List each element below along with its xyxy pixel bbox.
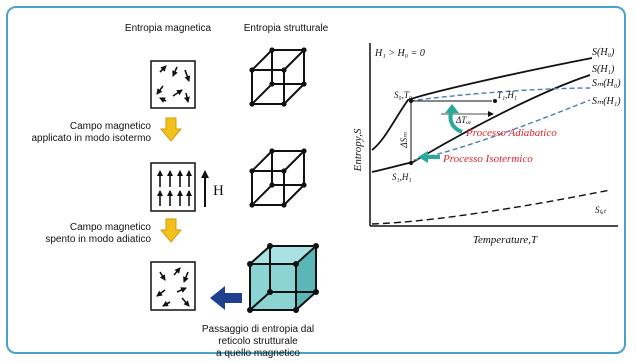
point-s1-h1 <box>409 161 413 165</box>
step1-line1: Campo magnetico <box>70 121 152 132</box>
label-Sm-H0: Sₘ(H₀) <box>592 78 621 89</box>
caption-line2: reticolo strutturale <box>218 336 298 347</box>
adiabatic-arrowhead <box>445 104 459 113</box>
x-axis-label: Temperature,T <box>473 234 538 246</box>
label-S-H0: S(H₀) <box>592 47 615 58</box>
curve-S-H1 <box>371 74 591 173</box>
curve-S-H0 <box>371 57 593 151</box>
arrow-left-blue <box>210 286 242 310</box>
point-s0-t0 <box>409 99 413 103</box>
point-t1-h1 <box>493 99 497 103</box>
step1-line2: applicato in modo isotermo <box>31 133 151 144</box>
label-S-H1: S(H₁) <box>592 64 615 75</box>
step2-line1: Campo magnetico <box>70 222 152 233</box>
lattice-cube-1 <box>249 47 307 107</box>
isothermal-arrowhead <box>418 151 428 163</box>
spin-box-random-2 <box>150 261 196 311</box>
curve-Sm-H0 <box>409 87 591 102</box>
condition-label: H₁ > H₀ = 0 <box>374 48 425 59</box>
step2-line2: spento in modo adiatico <box>45 234 151 245</box>
lattice-cube-2 <box>249 148 307 208</box>
heading-magnetic-entropy: Entropia magnetica <box>125 23 212 34</box>
entropy-chart: H₁ > H₀ = 0 Entropy,S Temperature,T S(H₀… <box>352 43 621 246</box>
caption-line1: Passaggio di entropia dal <box>202 324 314 335</box>
spin-box-aligned <box>150 162 196 212</box>
label-process-adiabatic: Processo Adiabatico <box>465 127 557 139</box>
spin-box-random-1 <box>150 60 196 109</box>
curve-S-lat <box>371 189 611 225</box>
label-process-isothermal: Processo Isotermico <box>442 153 533 165</box>
label-point-start: S₀,T₀ <box>394 90 412 100</box>
label-delta-s: ΔSₘ <box>399 132 409 149</box>
lattice-cube-3 <box>247 243 319 313</box>
figure-frame <box>6 6 626 354</box>
label-S-lat: Sₗₐₜ <box>595 205 607 215</box>
label-point-adiabatic: T₁,H₁ <box>497 90 517 100</box>
label-Sm-H1: Sₘ(H₁) <box>592 96 621 107</box>
caption-line3: a quello magnetico <box>216 348 300 359</box>
field-label: H <box>213 183 224 199</box>
label-delta-t: ΔTₐₑ <box>455 115 472 125</box>
heading-structural-entropy: Entropia strutturale <box>244 23 329 34</box>
arrow-down-yellow-1 <box>159 117 183 142</box>
label-point-isothermal: S₁,H₁ <box>392 172 412 182</box>
arrow-down-yellow-2 <box>159 218 183 243</box>
y-axis-label: Entropy,S <box>352 128 364 172</box>
